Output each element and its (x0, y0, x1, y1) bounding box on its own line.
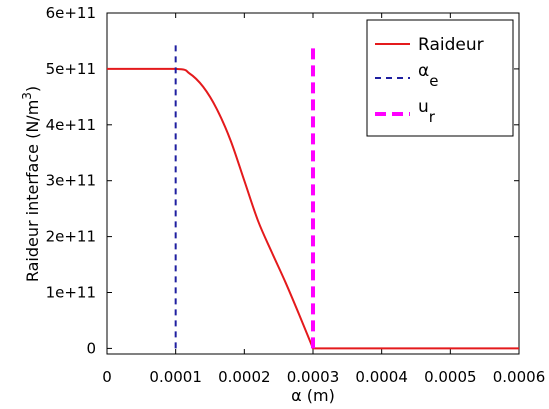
legend-label-u-r: ur (418, 97, 436, 126)
y-tick-label: 2e+11 (46, 228, 96, 246)
x-tick-label: 0.0001 (149, 368, 202, 386)
y-tick-label: 6e+11 (46, 4, 96, 22)
legend-label-u-r-main: u (418, 97, 429, 117)
y-tick-label: 0 (86, 339, 96, 357)
legend-label-alpha-e-sub: e (429, 72, 438, 90)
series-layer (107, 40, 519, 350)
y-tick-label: 3e+11 (46, 172, 96, 190)
y-axis-label-sup: 3 (20, 92, 34, 100)
legend-label-alpha-e-main: α (418, 61, 429, 81)
legend-label-alpha-e: αe (418, 61, 438, 90)
y-axis-label-close: ) (23, 86, 42, 92)
y-tick-label: 5e+11 (46, 60, 96, 78)
x-axis: 0 0.0001 0.0002 0.0003 0.0004 0.0005 0.0006 (102, 13, 545, 386)
x-tick-label: 0.0003 (287, 368, 340, 386)
x-tick-label: 0.0005 (424, 368, 477, 386)
y-axis-label-main: Raideur interface (N/m (23, 100, 42, 282)
legend-label-raideur: Raideur (418, 35, 484, 55)
y-axis-label: Raideur interface (N/m3) (20, 86, 42, 282)
x-tick-label: 0.0006 (493, 368, 546, 386)
y-tick-label: 4e+11 (46, 116, 96, 134)
x-axis-label: α (m) (291, 386, 335, 405)
x-tick-label: 0.0002 (218, 368, 271, 386)
y-axis: 0 1e+11 2e+11 3e+11 4e+11 5e+11 6e+11 (46, 4, 519, 357)
legend-label-u-r-sub: r (429, 108, 436, 126)
legend: Raideur αe ur (366, 19, 514, 137)
series-raideur (107, 67, 519, 350)
x-tick-label: 0.0004 (355, 368, 408, 386)
y-tick-label: 1e+11 (46, 284, 96, 302)
x-tick-label: 0 (102, 368, 112, 386)
